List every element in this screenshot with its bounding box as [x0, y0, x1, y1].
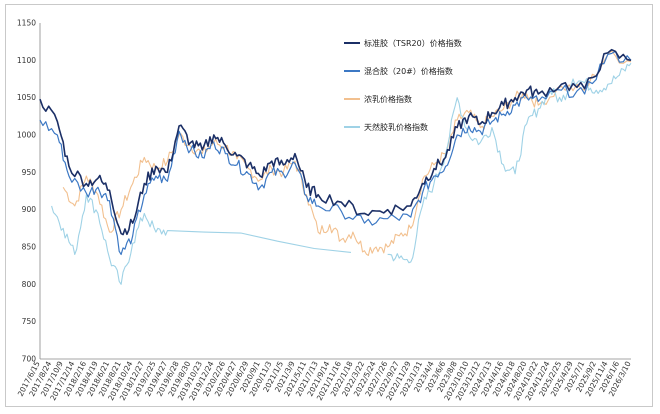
- axes: [39, 23, 631, 360]
- series-line-tianran-segment: [51, 194, 352, 285]
- y-tick-label: 800: [22, 280, 37, 289]
- legend-label: 标准胶（TSR20）价格指数: [364, 38, 462, 48]
- y-tick-label: 1000: [17, 131, 36, 140]
- chart-frame: 700 750 800 850 900 950 1000 1050 1100 1150 2017/…: [5, 4, 653, 407]
- series-line-3: [387, 62, 632, 264]
- x-axis-ticks: 2017/6/152017/8/242017/10/92017/12/14201…: [16, 360, 633, 403]
- y-tick-label: 1150: [17, 19, 36, 28]
- y-tick-label: 900: [22, 205, 37, 214]
- series-lines: [39, 48, 632, 285]
- y-tick-label: 700: [22, 355, 37, 364]
- legend-label: 天然胶乳价格指数: [364, 122, 428, 132]
- legend-label: 混合胶（20#）价格指数: [364, 66, 453, 76]
- y-tick-label: 750: [22, 317, 37, 326]
- series-line-1: [39, 50, 632, 256]
- legend-label: 浓乳价格指数: [364, 94, 412, 104]
- y-axis-ticks: 700 750 800 850 900 950 1000 1050 1100 1150: [17, 19, 36, 364]
- y-tick-label: 850: [22, 243, 37, 252]
- y-tick-label: 1050: [17, 93, 36, 102]
- series-line-2: [62, 50, 632, 257]
- y-tick-label: 1100: [17, 56, 36, 65]
- y-tick-label: 950: [22, 168, 37, 177]
- line-chart: 700 750 800 850 900 950 1000 1050 1100 1150 2017/…: [16, 19, 633, 403]
- series-line-0: [39, 48, 632, 236]
